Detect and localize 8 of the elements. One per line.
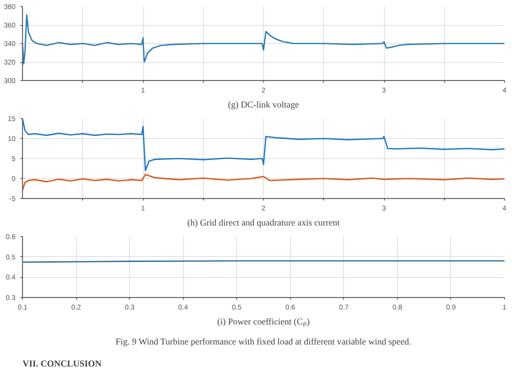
line-series [22, 118, 504, 172]
line-series [22, 174, 504, 192]
x-axis-title: (i) Power coefficient (Cₚ) [217, 316, 310, 328]
x-axis-title: (h) Grid direct and quadrature axis current [187, 218, 340, 228]
x-axis-title: (g) DC-link voltage [228, 100, 300, 110]
text: VII. CONCLUSION [22, 358, 102, 368]
caption: Fig. 9 Wind Turbine performance with fixed load at different variable wind speed. [115, 336, 412, 346]
line-series [22, 14, 504, 64]
